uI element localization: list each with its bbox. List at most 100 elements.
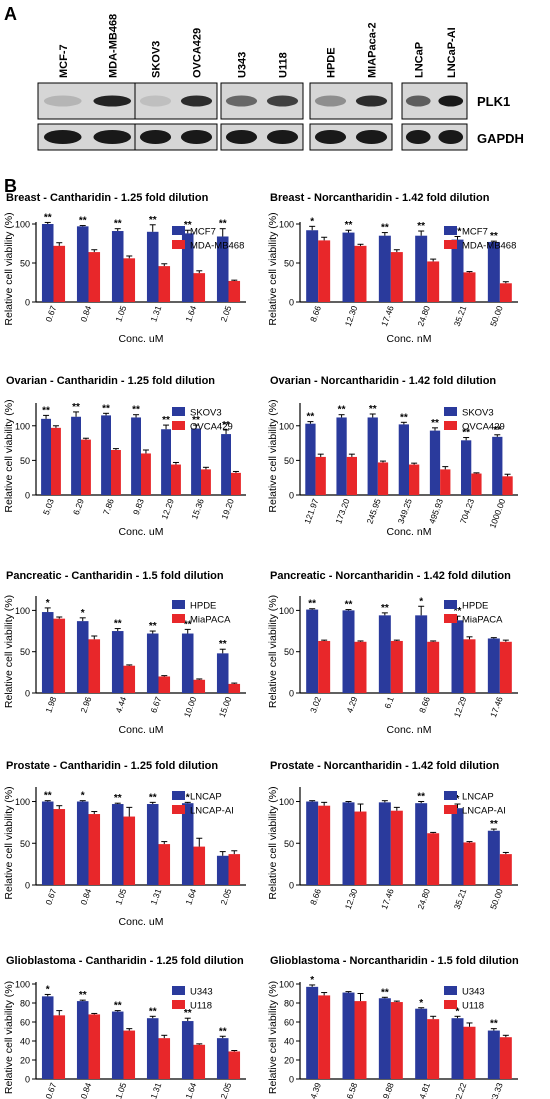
significance-label: ** [132,405,140,416]
y-tick-label: 40 [284,1037,294,1047]
legend-entry: OVCA429 [190,422,233,433]
bar-series2 [318,240,331,302]
bar-series2 [231,472,241,495]
bar-series1 [378,235,391,302]
plk1-band [355,95,388,107]
bar-series1 [76,226,89,302]
blot-lane-label: HPDE [326,47,338,78]
x-tick-label: 2.05 [218,1081,233,1099]
bar-series2 [354,641,367,693]
bar-series1 [111,631,124,693]
significance-label: ** [44,791,52,802]
legend-entry: SKOV3 [190,408,222,419]
legend-swatch [444,805,457,814]
x-tick-label: 1.64 [183,304,198,323]
bar-series1 [146,231,159,302]
x-tick-label: 4.29 [344,695,359,714]
bar-series2 [427,833,440,885]
bar-series2 [53,245,66,302]
bar-series2 [193,273,206,302]
bar-series2 [440,469,451,495]
significance-label: * [81,608,85,619]
plk1-band [314,95,347,107]
blot-lane-label: OVCA429 [192,28,204,78]
y-tick-label: 100 [15,220,30,230]
significance-label: ** [417,792,425,803]
legend-swatch [172,407,185,416]
bar-series2 [463,1026,476,1079]
legend-swatch [172,986,185,995]
bar-series1 [342,802,355,885]
bar-series2 [502,476,513,495]
bar-series2 [158,844,171,885]
x-tick-label: 704.23 [458,497,476,525]
bar-series1 [451,620,464,693]
bar-series2 [499,283,512,302]
y-tick-label: 50 [284,259,294,269]
bar-series2 [499,1037,512,1079]
x-tick-label: 35.21 [452,304,469,328]
bar-series2 [463,842,476,885]
significance-label: ** [381,987,389,998]
significance-label: ** [308,599,316,610]
bar-series2 [377,462,389,495]
legend-swatch [444,421,457,430]
significance-label: ** [72,402,80,413]
significance-label: ** [417,221,425,232]
chart-1: Breast - Norcantharidin - 1.42 fold dilu… [267,192,518,345]
bar-series2 [81,439,91,495]
y-tick-label: 0 [25,689,30,699]
significance-label: * [186,792,190,803]
x-tick-label: 9.88 [381,1081,396,1099]
blot-lane-label: MCF-7 [58,44,70,78]
bar-series1 [76,801,89,885]
legend-entry: LNCAP-AI [462,806,506,817]
x-tick-label: 173.20 [333,497,351,525]
bar-series1 [111,231,124,302]
legend-swatch [444,1000,457,1009]
bar-series2 [390,810,403,885]
bar-series2 [123,816,136,885]
y-tick-label: 50 [20,456,30,466]
chart-title: Glioblastoma - Cantharidin - 1.25 fold d… [6,955,244,967]
chart-0: Breast - Cantharidin - 1.25 fold dilutio… [3,192,246,345]
significance-label: ** [490,1019,498,1030]
y-axis-label: Relative cell viability (%) [267,981,279,1094]
x-tick-label: 1.05 [113,1081,128,1099]
bar-series1 [146,633,159,693]
bar-series1 [216,855,229,885]
plk1-band [438,95,464,107]
legend-entry: U343 [462,987,485,998]
bar-series1 [216,653,229,693]
bar-series1 [221,434,231,495]
x-tick-label: 8.66 [308,887,323,906]
x-tick-label: 1.31 [148,887,163,906]
y-axis-label: Relative cell viability (%) [267,399,279,512]
significance-label: ** [431,418,439,429]
x-axis-label: Conc. uM [119,916,164,928]
bar-series1 [181,803,194,885]
bar-series2 [390,640,403,693]
x-tick-label: 17.46 [488,695,505,719]
y-tick-label: 50 [20,647,30,657]
bar-series2 [88,252,101,302]
significance-label: ** [490,231,498,242]
y-tick-label: 0 [289,689,294,699]
panel-label-b: B [4,176,17,196]
bar-series2 [158,676,171,693]
bar-series1 [305,423,316,495]
x-tick-label: 1.31 [148,1081,163,1099]
x-tick-label: 1.64 [183,887,198,906]
bar-series2 [193,1044,206,1079]
significance-label: ** [454,226,462,237]
legend-entry: MCF7 [190,227,216,238]
bar-series2 [463,272,476,302]
x-tick-label: 7.86 [101,497,116,516]
x-tick-label: 15.36 [189,497,206,521]
bar-series1 [181,1021,194,1079]
bar-series1 [191,428,201,495]
bar-series2 [88,639,101,693]
bar-series1 [415,1008,428,1079]
significance-label: * [46,598,50,609]
